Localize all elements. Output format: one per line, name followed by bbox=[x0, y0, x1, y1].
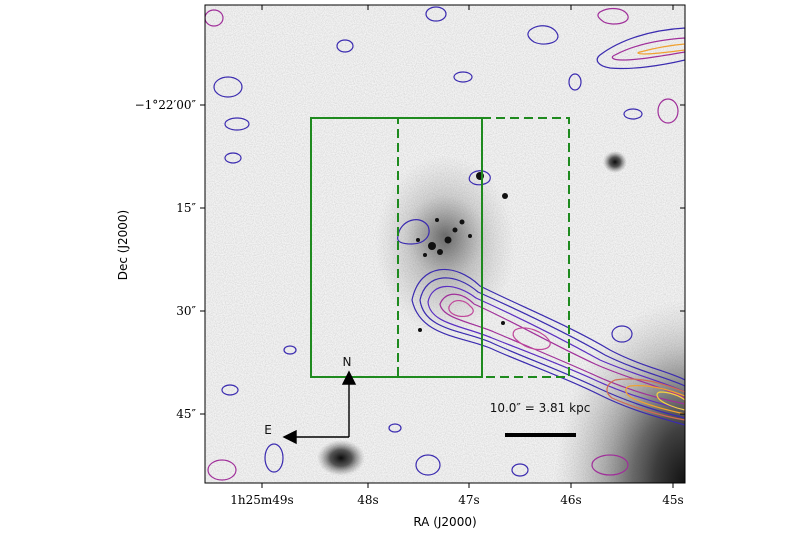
x-axis-label: RA (J2000) bbox=[413, 515, 476, 529]
x-tick-label: 47s bbox=[458, 493, 479, 507]
x-tick-label: 46s bbox=[560, 493, 581, 507]
ticks bbox=[200, 5, 685, 488]
slit-boxes bbox=[310, 117, 570, 378]
x-tick-label: 48s bbox=[357, 493, 378, 507]
y-tick-label: −1°22′00″ bbox=[135, 98, 197, 112]
plot-frame bbox=[204, 4, 686, 484]
solid-box bbox=[310, 117, 483, 378]
compass bbox=[282, 370, 357, 445]
y-axis-label: Dec (J2000) bbox=[116, 210, 130, 280]
dashed-box bbox=[397, 117, 570, 378]
x-tick-label: 1h25m49s bbox=[230, 493, 293, 507]
y-tick-label: 30″ bbox=[176, 304, 196, 318]
y-tick-label: 45″ bbox=[176, 407, 196, 421]
compass-east-label: E bbox=[264, 423, 272, 437]
image-panel: N E 10.0″ = 3.81 kpc bbox=[205, 5, 685, 483]
y-tick-label: 15″ bbox=[176, 201, 196, 215]
galaxy-upper-right bbox=[603, 151, 627, 173]
x-tick-label: 45s bbox=[662, 493, 683, 507]
galaxy-bottom-left bbox=[317, 440, 365, 476]
scale-bar-label: 10.0″ = 3.81 kpc bbox=[490, 401, 591, 415]
compass-north-label: N bbox=[343, 355, 352, 369]
